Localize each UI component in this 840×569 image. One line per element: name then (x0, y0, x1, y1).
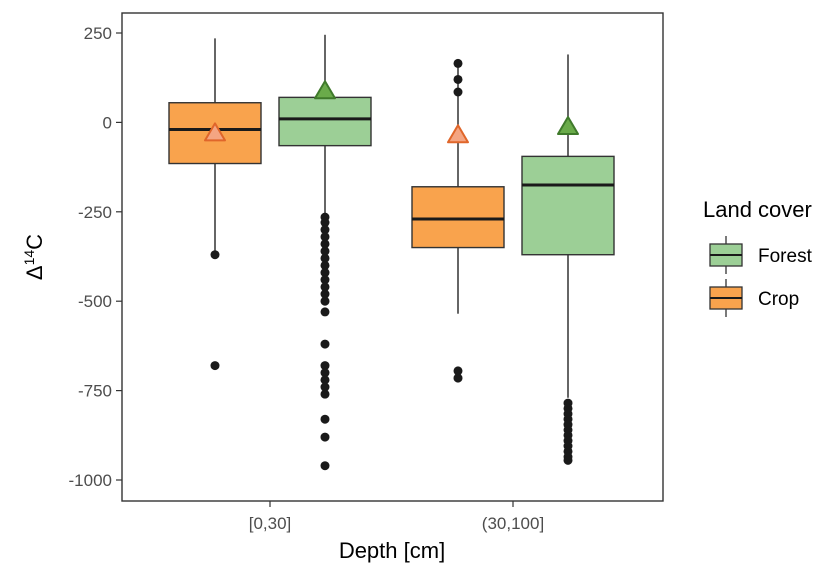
outlier-point (320, 368, 330, 378)
boxes-layer (168, 34, 615, 471)
outlier-point (320, 268, 330, 278)
outlier-point (320, 246, 330, 256)
y-axis-title-suffix: C (22, 234, 47, 250)
outlier-point (320, 361, 330, 371)
mean-marker (557, 115, 579, 135)
y-axis-title-superscript: 14 (21, 250, 37, 266)
y-axis: 250 0 -250 -500 -750 -1000 (69, 24, 122, 490)
y-tick-label: 0 (103, 113, 112, 132)
legend: Land cover Forest Crop (703, 197, 813, 317)
outlier-point (320, 375, 330, 385)
outlier-point (453, 58, 463, 68)
legend-key-forest (709, 236, 743, 274)
mean-marker (314, 80, 336, 100)
outlier-point (210, 361, 220, 371)
outlier-point (320, 282, 330, 292)
outlier-point (320, 461, 330, 471)
box-iqr (278, 96, 372, 147)
legend-key-crop (709, 279, 743, 317)
x-axis-title: Depth [cm] (339, 538, 445, 563)
outlier-point (320, 414, 330, 424)
outlier-point (320, 239, 330, 249)
box-forest (278, 34, 372, 471)
outlier-point (453, 74, 463, 84)
plot-panel (121, 12, 664, 502)
outlier-point (320, 218, 330, 228)
outlier-point (320, 382, 330, 392)
outlier-point (320, 225, 330, 235)
y-axis-title: Δ14C (21, 234, 47, 280)
outlier-point (320, 260, 330, 270)
outlier-point (453, 373, 463, 383)
outlier-point (320, 296, 330, 306)
outlier-point (320, 339, 330, 349)
x-tick-label: (30,100] (482, 514, 544, 533)
outlier-point (453, 87, 463, 97)
mean-marker (447, 124, 469, 144)
outlier-point (563, 455, 573, 465)
outlier-point (320, 253, 330, 263)
y-tick-label: -250 (78, 203, 112, 222)
box-iqr (411, 186, 505, 249)
legend-title: Land cover (703, 197, 812, 222)
mean-marker (204, 122, 226, 142)
y-tick-label: -1000 (69, 471, 112, 490)
box-crop (411, 58, 505, 383)
y-tick-label: -750 (78, 382, 112, 401)
y-tick-label: -500 (78, 292, 112, 311)
box-crop (168, 38, 262, 371)
x-tick-label: [0,30] (249, 514, 292, 533)
legend-label-forest: Forest (758, 246, 813, 267)
x-axis: [0,30] (30,100] (249, 501, 544, 533)
outlier-point (453, 366, 463, 376)
outlier-point (320, 307, 330, 317)
y-tick-label: 250 (84, 24, 112, 43)
y-axis-title-base: Δ (22, 265, 47, 280)
outlier-point (320, 232, 330, 242)
outlier-point (320, 275, 330, 285)
box-iqr (521, 155, 615, 256)
outlier-point (320, 389, 330, 399)
outlier-point (320, 289, 330, 299)
outlier-point (320, 432, 330, 442)
box-forest (521, 54, 615, 465)
legend-label-crop: Crop (758, 289, 799, 310)
outlier-point (210, 250, 220, 260)
